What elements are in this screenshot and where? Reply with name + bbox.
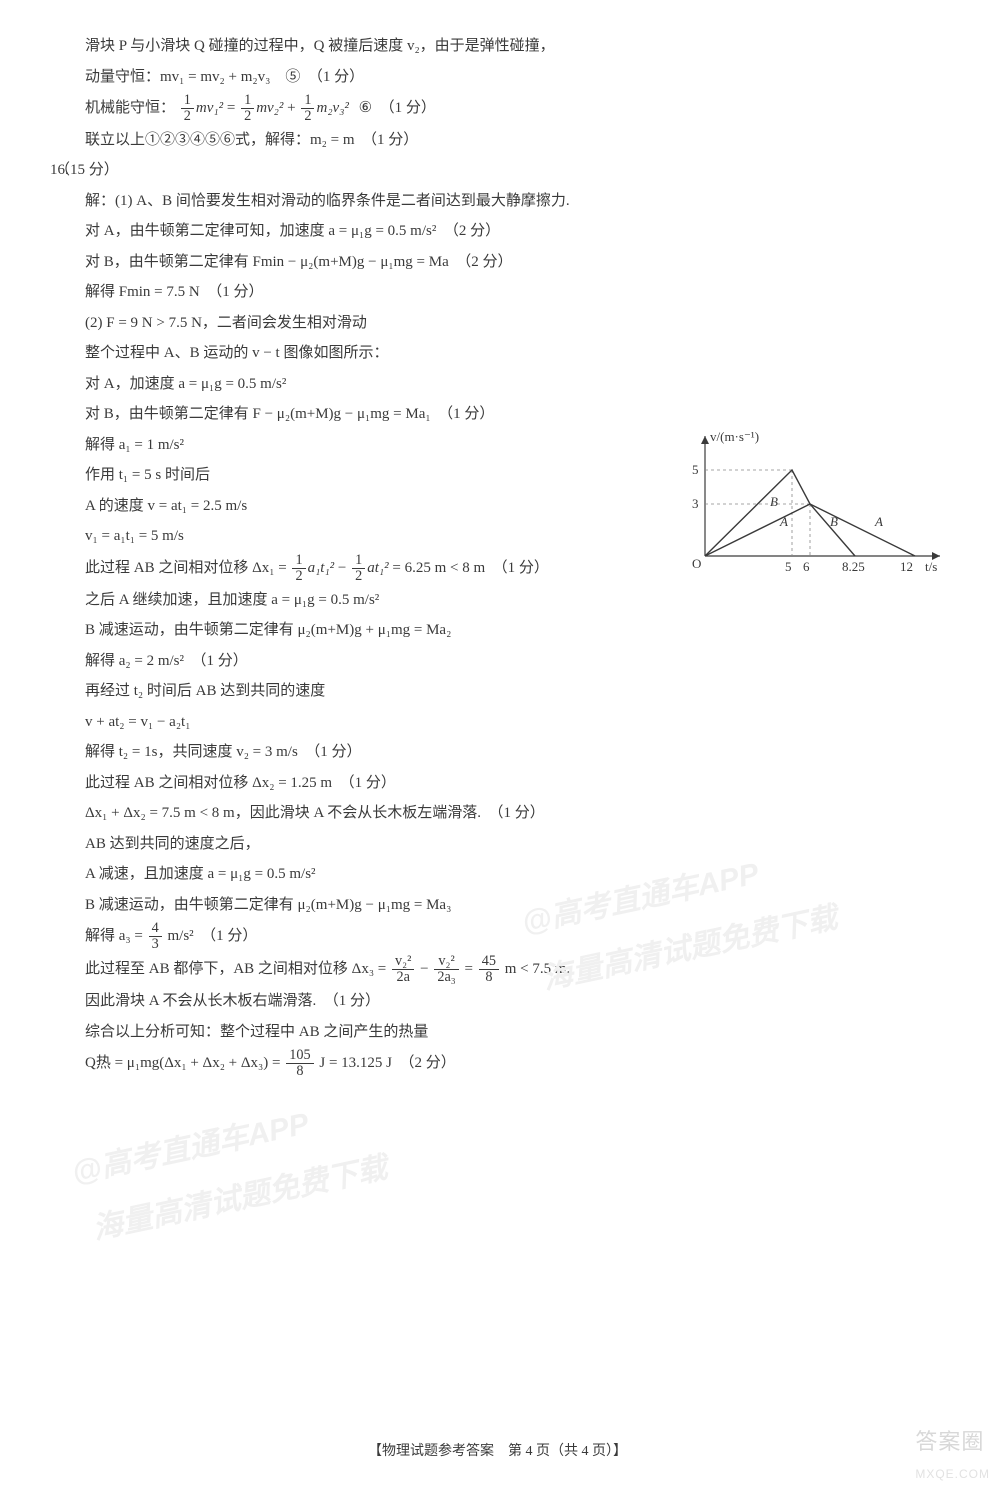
p15-line-energy: 机械能守恒： 12mv₁² = 12mv₂² + 12m₂v₃² ⑥ （1 分）	[45, 93, 950, 124]
page: 滑块 P 与小滑块 Q 碰撞的过程中，Q 被撞后速度 v₂，由于是弹性碰撞， 动…	[0, 0, 1000, 1496]
l1: 解：(1) A、B 间恰要发生相对滑动的临界条件是二者间达到最大静摩擦力.	[45, 187, 950, 216]
l2b: 对 B，由牛顿第二定律有 Fmin − μ₂(m+M)g − μ₁mg = Ma…	[45, 248, 950, 277]
frac-half-3: 12	[301, 93, 314, 124]
corner-top: 答案圈	[915, 1429, 984, 1454]
curve-B-right: B	[830, 514, 838, 529]
frac-Q: 1058	[286, 1048, 313, 1079]
l12-pre: 此过程 AB 之间相对位移 Δx₁ =	[85, 560, 290, 576]
frac-half-1: 12	[181, 93, 194, 124]
energy-prefix: 机械能守恒：	[85, 100, 175, 116]
l28-post: J = 13.125 J （2 分）	[319, 1055, 455, 1071]
l19: 此过程 AB 之间相对位移 Δx₂ = 1.25 m （1 分）	[45, 769, 950, 798]
curve-A-right: A	[874, 514, 883, 529]
l21: AB 达到共同的速度之后，	[45, 830, 950, 859]
l24-pre: 解得 a₃ =	[85, 928, 147, 944]
energy-label: ⑥ （1 分）	[359, 100, 436, 116]
frac-dx3-c: 458	[479, 954, 499, 985]
ytick-5: 5	[692, 462, 699, 477]
frac-dx1-a: 12	[292, 553, 305, 584]
l5: 整个过程中 A、B 运动的 v − t 图像如图所示：	[45, 339, 950, 368]
curve-B-left: B	[770, 494, 778, 509]
curve-A-left: A	[779, 514, 788, 529]
l6: 对 A，加速度 a = μ₁g = 0.5 m/s²	[45, 370, 950, 399]
l27: 综合以上分析可知：整个过程中 AB 之间产生的热量	[45, 1018, 950, 1047]
frac-dx1-b: 12	[352, 553, 365, 584]
frac-dx3-b: v₂²2a₃	[434, 954, 458, 985]
corner-url: MXQE.COM	[915, 1463, 990, 1486]
l16: 再经过 t₂ 时间后 AB 达到共同的速度	[45, 677, 950, 706]
p15-line-collision: 滑块 P 与小滑块 Q 碰撞的过程中，Q 被撞后速度 v₂，由于是弹性碰撞，	[45, 32, 950, 61]
xtick-12: 12	[900, 559, 913, 574]
xtick-5: 5	[785, 559, 792, 574]
l13: 之后 A 继续加速，且加速度 a = μ₁g = 0.5 m/s²	[45, 586, 950, 615]
x-axis-label: t/s	[925, 559, 937, 574]
l7: 对 B，由牛顿第二定律有 F − μ₂(m+M)g − μ₁mg = Ma₁ （…	[45, 400, 950, 429]
l14: B 减速运动，由牛顿第二定律有 μ₂(m+M)g + μ₁mg = Ma₂	[45, 616, 950, 645]
q16-number: 16.	[50, 156, 69, 185]
l23: B 减速运动，由牛顿第二定律有 μ₂(m+M)g − μ₁mg = Ma₃	[45, 891, 950, 920]
l25: 此过程至 AB 都停下，AB 之间相对位移 Δx₃ = v₂²2a − v₂²2…	[45, 954, 950, 985]
l4: (2) F = 9 N > 7.5 N，二者间会发生相对滑动	[45, 309, 950, 338]
frac-dx3-a: v₂²2a	[392, 954, 414, 985]
ytick-3: 3	[692, 496, 699, 511]
l26: 因此滑块 A 不会从长木板右端滑落. （1 分）	[45, 987, 950, 1016]
watermark-app: @高考直通车APP	[67, 1096, 315, 1202]
l17: v + at₂ = v₁ − a₂t₁	[45, 708, 950, 737]
problem-16: 16. （15 分） v/(m·s⁻¹) t/s O 5 3 5 6 8.25 …	[45, 156, 950, 185]
l15: 解得 a₂ = 2 m/s² （1 分）	[45, 647, 950, 676]
xtick-825: 8.25	[842, 559, 865, 574]
l25-post: m < 7.5 m.	[505, 961, 571, 977]
frac-half-2: 12	[241, 93, 254, 124]
page-footer: 【物理试题参考答案 第 4 页（共 4 页）】	[45, 1439, 950, 1466]
l20: Δx₁ + Δx₂ = 7.5 m < 8 m，因此滑块 A 不会从长木板左端滑…	[45, 799, 950, 828]
l3: 解得 Fmin = 7.5 N （1 分）	[45, 278, 950, 307]
corner-watermark: 答案圈 MXQE.COM	[915, 1421, 990, 1486]
l18: 解得 t₂ = 1s，共同速度 v₂ = 3 m/s （1 分）	[45, 738, 950, 767]
l12-post: = 6.25 m < 8 m （1 分）	[392, 560, 549, 576]
p15-line-combine: 联立以上①②③④⑤⑥式，解得：m₂ = m （1 分）	[45, 126, 950, 155]
l22: A 减速，且加速度 a = μ₁g = 0.5 m/s²	[45, 860, 950, 889]
xtick-6: 6	[803, 559, 810, 574]
l28-pre: Q热 = μ₁mg(Δx₁ + Δx₂ + Δx₃) =	[85, 1055, 284, 1071]
l2a: 对 A，由牛顿第二定律可知，加速度 a = μ₁g = 0.5 m/s² （2 …	[45, 217, 950, 246]
l25-pre: 此过程至 AB 都停下，AB 之间相对位移 Δx₃ =	[85, 961, 390, 977]
frac-a3: 43	[149, 921, 162, 952]
l24-post: m/s² （1 分）	[167, 928, 257, 944]
l28: Q热 = μ₁mg(Δx₁ + Δx₂ + Δx₃) = 1058 J = 13…	[45, 1048, 950, 1079]
vt-graph: v/(m·s⁻¹) t/s O 5 3 5 6 8.25 12	[680, 426, 950, 576]
y-axis-label: v/(m·s⁻¹)	[710, 429, 759, 444]
p15-line-momentum: 动量守恒：mv₁ = mv₂ + m₂v₃ ⑤ （1 分）	[45, 63, 950, 92]
watermark-dl: 海量高清试题免费下载	[87, 1139, 392, 1257]
l24: 解得 a₃ = 43 m/s² （1 分）	[45, 921, 950, 952]
graph-origin: O	[692, 556, 701, 571]
